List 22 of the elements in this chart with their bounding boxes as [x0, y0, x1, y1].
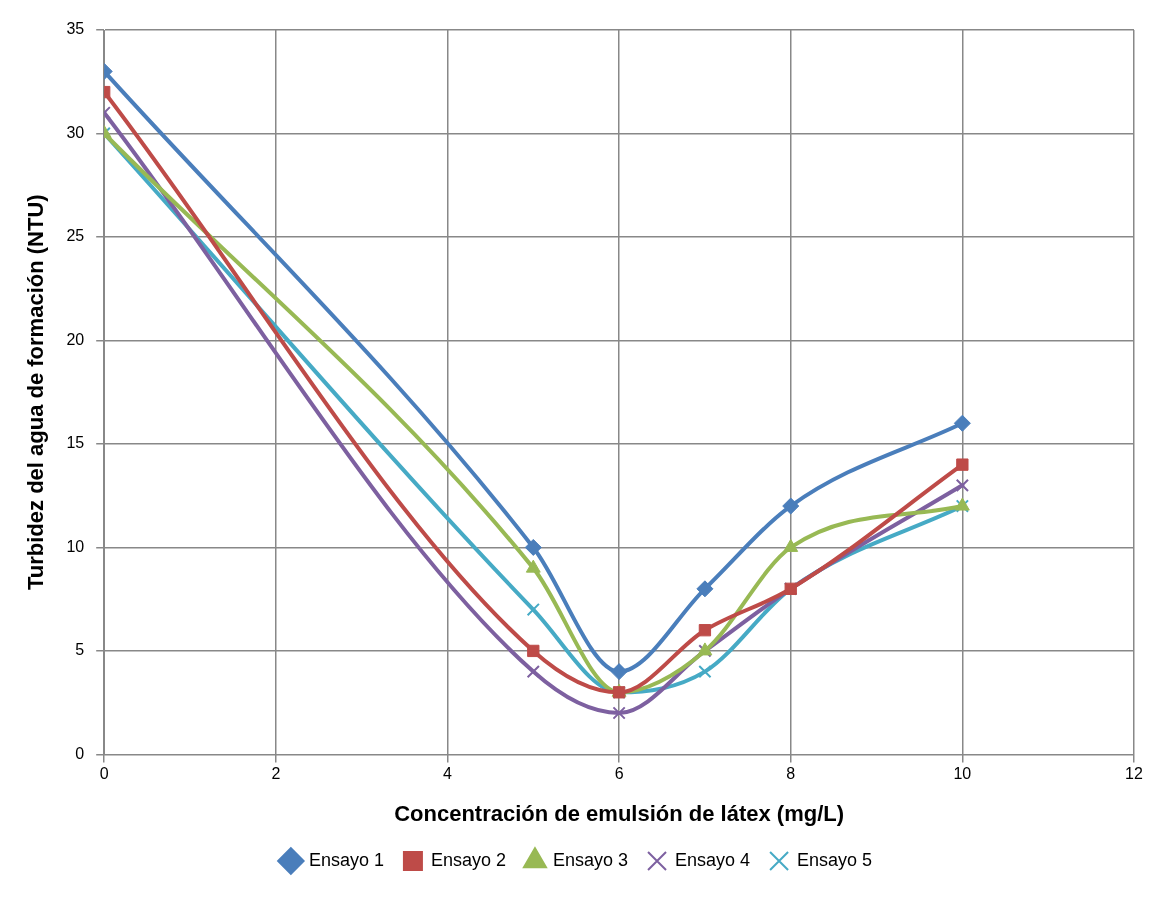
y-tick-label: 0 — [75, 744, 85, 762]
y-tick-label: 35 — [66, 20, 85, 38]
y-tick-label: 20 — [66, 330, 85, 348]
legend-label: Ensayo 2 — [430, 849, 506, 870]
x-tick-label: 0 — [99, 765, 109, 783]
legend-label: Ensayo 5 — [797, 849, 873, 870]
x-axis-title: Concentración de emulsión de látex (mg/L) — [394, 800, 845, 826]
y-axis-title: Turbidez del agua de formación (NTU) — [23, 194, 49, 591]
y-tick-label: 10 — [66, 537, 85, 555]
y-tick-label: 5 — [75, 641, 85, 659]
y-tick-label: 25 — [66, 227, 85, 245]
x-tick-label: 12 — [1125, 765, 1143, 783]
x-tick-label: 2 — [271, 765, 281, 783]
y-tick-label: 30 — [66, 123, 85, 141]
x-tick-label: 4 — [443, 765, 453, 783]
legend-label: Ensayo 3 — [552, 849, 629, 870]
x-tick-label: 6 — [614, 765, 624, 783]
y-tick-label: 15 — [66, 434, 85, 452]
legend-label: Ensayo 1 — [308, 849, 384, 870]
x-tick-label: 10 — [953, 765, 972, 783]
legend-label: Ensayo 4 — [675, 849, 751, 870]
x-tick-label: 8 — [786, 765, 796, 783]
